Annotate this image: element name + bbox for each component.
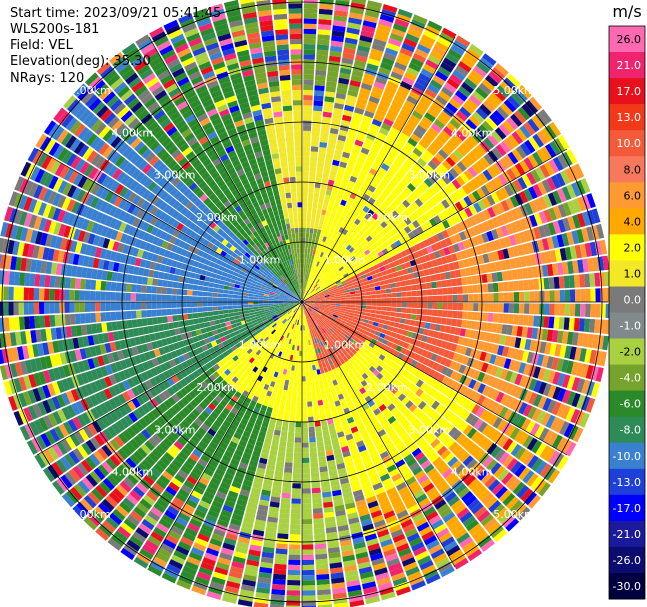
range-label: 5.00km	[493, 508, 535, 521]
colorbar-swatch	[609, 260, 645, 287]
range-label: 3.00km	[409, 169, 451, 182]
colorbar-tick: 4.0	[624, 215, 642, 228]
colorbar-tick: -10.0	[613, 450, 641, 463]
colorbar-tick: 21.0	[617, 59, 642, 72]
range-label: 1.00km	[324, 338, 366, 351]
colorbar-swatch	[609, 573, 645, 600]
azimuth-line	[148, 301, 303, 568]
ppi-rays	[0, 0, 611, 607]
colorbar-swatch	[609, 182, 645, 209]
colorbar-swatch	[609, 78, 645, 105]
colorbar-tick: 8.0	[624, 163, 642, 176]
azimuth-line	[36, 301, 303, 456]
range-label: 1.00km	[324, 254, 366, 267]
colorbar-tick: 26.0	[617, 33, 642, 46]
colorbar-tick: 13.0	[617, 111, 642, 124]
range-label: 1.00km	[239, 254, 281, 267]
range-label: 5.00km	[493, 84, 535, 97]
range-label: 2.00km	[366, 211, 408, 224]
colorbar-tick: -6.0	[620, 398, 641, 411]
colorbar-tick: 17.0	[617, 85, 642, 98]
colorbar-tick: -17.0	[613, 502, 641, 515]
field-label: Field: VEL	[10, 38, 73, 53]
azimuth-line	[301, 36, 456, 303]
colorbar-swatch	[609, 286, 645, 313]
range-label: 4.00km	[112, 126, 154, 139]
colorbar-swatch	[609, 338, 645, 365]
range-label: 4.00km	[451, 126, 493, 139]
range-label: 2.00km	[196, 381, 238, 394]
colorbar-swatch	[609, 156, 645, 183]
colorbar-swatch	[609, 494, 645, 522]
colorbar-tick: -8.0	[620, 424, 641, 437]
colorbar-swatch	[609, 546, 645, 574]
colorbar-tick: -2.0	[620, 346, 641, 359]
colorbar-swatch	[609, 26, 645, 53]
colorbar-tick: -21.0	[613, 528, 641, 541]
colorbar-swatch	[609, 468, 645, 496]
azimuth-line	[301, 301, 456, 568]
range-label: 4.00km	[451, 466, 493, 479]
colorbar-swatch	[609, 234, 645, 261]
colorbar-tick: 2.0	[624, 241, 642, 254]
azimuth-line	[148, 36, 303, 303]
range-label: 4.00km	[112, 466, 154, 479]
azimuth-line	[301, 148, 568, 303]
colorbar-swatch	[609, 390, 645, 418]
colorbar-swatch	[609, 520, 645, 548]
colorbar-swatch	[609, 130, 645, 157]
azimuth-line	[36, 148, 303, 303]
colorbar-tick: -13.0	[613, 476, 641, 489]
colorbar-swatch	[609, 104, 645, 131]
range-label: 2.00km	[196, 211, 238, 224]
colorbar-tick: 1.0	[624, 267, 642, 280]
colorbar-frame	[608, 25, 646, 600]
range-label: 3.00km	[409, 423, 451, 436]
range-label: 3.00km	[154, 169, 196, 182]
colorbar-unit: m/s	[612, 2, 641, 21]
range-ring-labels: 1.00km 1.00km 1.00km 1.00km 2.00km 2.00km 2.00…	[69, 84, 535, 521]
colorbar-tick: 6.0	[624, 189, 642, 202]
colorbar-tick: 0.0	[624, 294, 642, 307]
colorbar-swatch	[609, 364, 645, 392]
elevation-label: Elevation(deg): 35.30	[10, 54, 151, 69]
colorbar-tick: 10.0	[617, 137, 642, 150]
start-time-label: Start time: 2023/09/21 05:41:45	[10, 6, 222, 21]
azimuth-line	[301, 301, 568, 456]
nrays-label: NRays: 120	[10, 71, 85, 86]
range-label: 2.00km	[366, 381, 408, 394]
colorbar-swatch	[609, 416, 645, 444]
colorbar-swatch	[609, 208, 645, 235]
colorbar-tick: -4.0	[620, 372, 641, 385]
range-rings	[0, 0, 608, 607]
range-label: 1.00km	[239, 338, 281, 351]
range-label: 5.00km	[69, 508, 111, 521]
range-label: 5.00km	[69, 84, 111, 97]
colorbar-tick: -26.0	[613, 554, 641, 567]
colorbar-swatch	[609, 312, 645, 339]
instrument-label: WLS200s-181	[10, 22, 100, 37]
colorbar-swatch	[609, 442, 645, 470]
colorbar-swatch	[609, 52, 645, 79]
range-label: 3.00km	[154, 423, 196, 436]
colorbar-tick: -1.0	[620, 320, 641, 333]
colorbar-tick: -30.0	[613, 580, 641, 593]
